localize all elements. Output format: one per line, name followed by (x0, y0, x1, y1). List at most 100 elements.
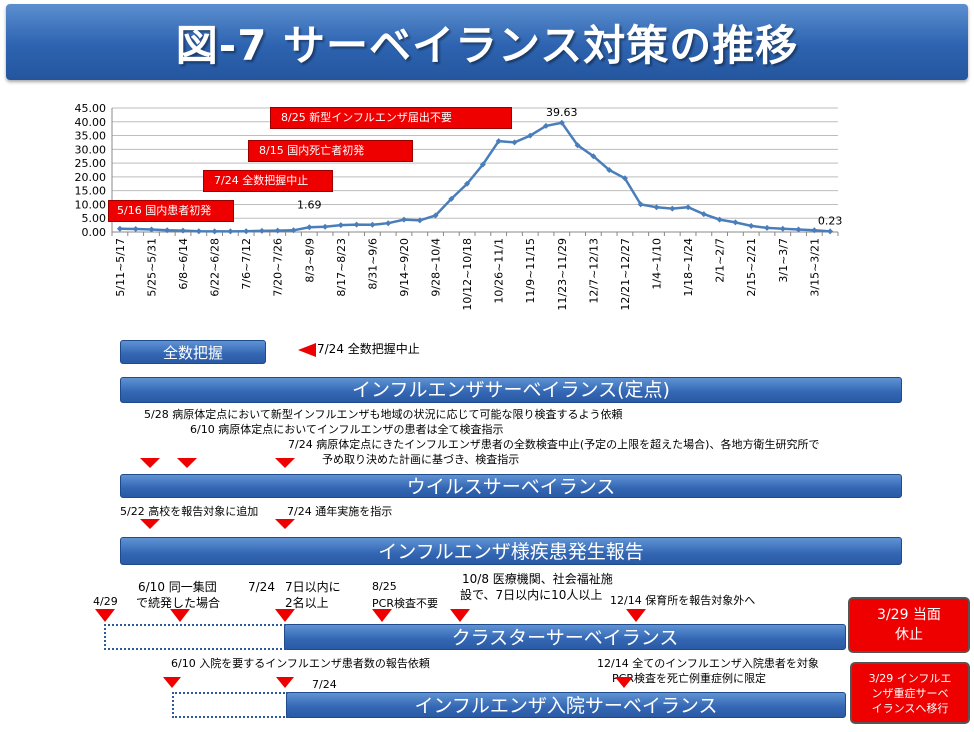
data-label: 0.23 (818, 214, 843, 227)
hosp-note-3a: 12/14 全てのインフルエンザ入院患者を対象 (597, 657, 819, 670)
y-tick-label: 45.00 (75, 102, 107, 115)
left-arrow-icon (298, 343, 316, 357)
x-tick-label: 2/1~2/7 (714, 238, 727, 283)
x-tick-label: 3/15~3/21 (808, 238, 821, 297)
data-point (558, 119, 565, 126)
y-tick-label: 30.00 (75, 143, 107, 156)
cluster-note-6: 12/14 保育所を報告対象外へ (610, 594, 756, 607)
data-point (243, 228, 250, 235)
x-tick-label: 9/14~9/20 (398, 238, 411, 297)
y-tick-label: 35.00 (75, 130, 107, 143)
y-tick-label: 5.00 (82, 212, 107, 225)
marker-triangles-virus (140, 519, 295, 529)
bar-teiten: インフルエンザサーベイランス(定点) (120, 377, 902, 403)
cluster-note-2b: で続発した場合 (136, 596, 221, 610)
cluster-note-3b: 2名以上 (285, 596, 329, 610)
y-tick-label: 40.00 (75, 116, 107, 129)
x-tick-label: 2/15~2/21 (745, 238, 758, 297)
data-point (385, 220, 392, 227)
data-point (606, 167, 613, 173)
y-tick-label: 0.00 (82, 226, 107, 239)
data-point (227, 228, 234, 235)
data-point (274, 227, 281, 234)
data-point (337, 222, 344, 229)
bar-ili: インフルエンザ様疾患発生報告 (120, 537, 902, 565)
data-point (543, 122, 549, 129)
data-point (148, 226, 155, 233)
y-tick-label: 25.00 (75, 157, 107, 170)
marker-triangles-hosp (163, 677, 633, 688)
bar-zensuu-haaku: 全数把握 (120, 340, 266, 364)
cluster-note-5b: 設で、7日以内に10人以上 (460, 588, 603, 602)
data-point (637, 201, 644, 208)
x-tick-label: 9/28~10/4 (430, 238, 443, 297)
data-label: 1.69 (297, 198, 322, 211)
note-zensuu: 7/24 全数把握中止 (317, 342, 420, 356)
marker-triangles-teiten (140, 458, 295, 468)
cluster-stop-box: 3/29 当面 休止 (848, 597, 970, 653)
x-tick-label: 3/1~3/7 (777, 238, 790, 283)
x-tick-label: 6/8~6/14 (177, 238, 190, 290)
hosp-note-2: 7/24 (312, 678, 337, 691)
note-teiten-3: 7/24 病原体定点にきたインフルエンザ患者の全数検査中止(予定の上限を超えた場… (288, 438, 820, 451)
note-teiten-2: 6/10 病原体定点においてインフルエンザの患者は全て検査指示 (190, 423, 504, 436)
hosp-dotted-period (172, 692, 288, 718)
cluster-note-2a: 6/10 同一集団 (138, 580, 217, 594)
data-point (195, 228, 202, 235)
data-point (353, 221, 360, 228)
x-tick-label: 11/23~11/29 (556, 238, 569, 311)
x-tick-label: 10/26~11/1 (493, 238, 506, 304)
data-point (669, 205, 676, 212)
y-tick-label: 15.00 (75, 185, 107, 198)
x-tick-label: 8/17~8/23 (335, 238, 348, 297)
data-point (685, 204, 692, 211)
data-point (764, 224, 770, 231)
data-point (416, 217, 423, 224)
x-tick-label: 7/20~7/26 (272, 238, 285, 297)
data-point (811, 227, 818, 234)
x-tick-label: 5/25~5/31 (145, 238, 158, 297)
callout-7-24: 7/24 全数把握中止 (203, 170, 333, 192)
y-tick-label: 20.00 (75, 171, 107, 184)
data-point (306, 224, 313, 231)
cluster-note-3a: 7日以内に (285, 580, 341, 594)
data-point (511, 139, 518, 146)
hosp-note-3b: PCR検査を死亡例重症例に限定 (612, 672, 766, 685)
data-point (322, 223, 329, 230)
data-point (164, 227, 171, 234)
x-tick-label: 12/7~12/13 (587, 238, 600, 304)
cluster-note-4: PCR検査不要 (372, 597, 438, 610)
x-tick-label: 1/18~1/24 (682, 238, 695, 297)
bar-cluster: クラスターサーベイランス (284, 624, 846, 650)
data-point (700, 211, 707, 218)
marker-triangles-cluster (95, 609, 646, 622)
bar-virus: ウイルスサーベイランス (120, 474, 902, 498)
cluster-date-1: 4/29 (93, 595, 118, 608)
data-point (653, 204, 660, 211)
x-tick-label: 8/3~8/9 (303, 238, 316, 283)
data-point (116, 225, 123, 232)
data-point (732, 219, 739, 226)
data-point (827, 228, 834, 235)
data-point (748, 222, 755, 229)
y-tick-label: 10.00 (75, 198, 107, 211)
x-tick-label: 10/12~10/18 (461, 238, 474, 311)
data-point (590, 153, 597, 160)
cluster-note-5a: 10/8 医療機関、社会福祉施 (462, 572, 613, 586)
x-tick-label: 12/21~12/27 (619, 238, 632, 311)
note-virus-2: 7/24 通年実施を指示 (287, 505, 393, 518)
data-point (621, 175, 628, 182)
data-point (132, 226, 139, 232)
page-title: 図-7 サーベイランス対策の推移 (175, 21, 799, 70)
hosp-move-box: 3/29 インフルエ ンザ重症サーベ イランスへ移行 (850, 662, 970, 724)
series-line (119, 121, 831, 233)
data-point (574, 142, 581, 149)
data-point (448, 195, 455, 202)
data-point (795, 226, 802, 233)
data-point (258, 227, 265, 234)
data-point (401, 216, 407, 223)
data-point (779, 225, 786, 232)
x-tick-label: 6/22~6/28 (209, 238, 222, 297)
data-point (432, 212, 439, 219)
x-tick-label: 1/4~1/10 (651, 238, 664, 290)
